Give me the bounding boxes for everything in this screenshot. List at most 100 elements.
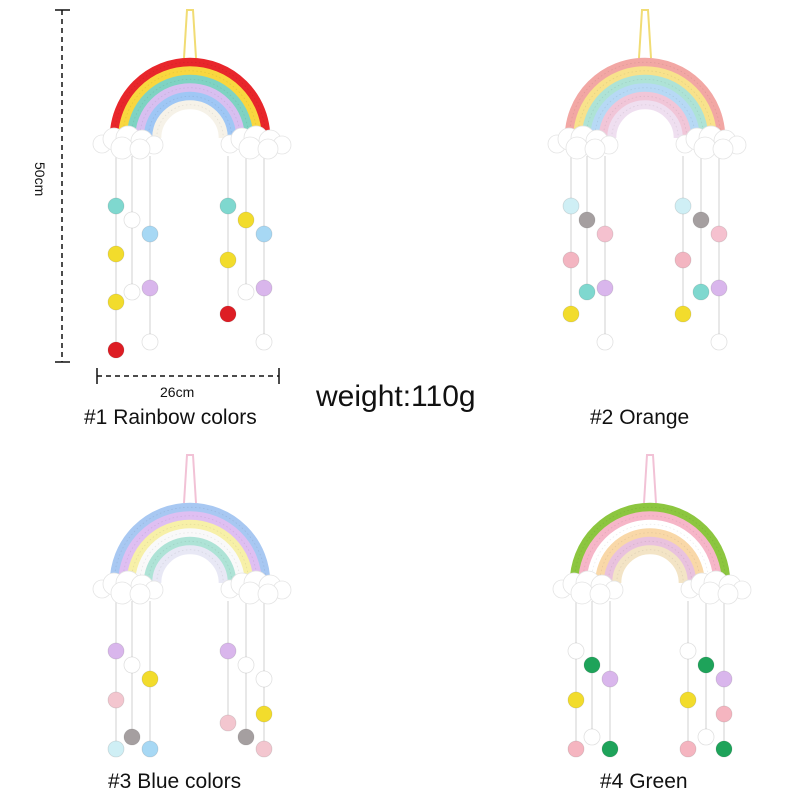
rainbow-band bbox=[603, 536, 697, 584]
pompom bbox=[567, 691, 585, 709]
product-blue-colors bbox=[92, 454, 292, 765]
pompom bbox=[219, 305, 237, 323]
height-dimension-label: 50cm bbox=[32, 162, 48, 197]
rainbow-band bbox=[152, 545, 228, 584]
rainbow-band bbox=[135, 83, 245, 139]
pompom bbox=[710, 333, 728, 351]
pompom bbox=[107, 197, 125, 215]
pompom bbox=[219, 251, 237, 269]
cloud bbox=[680, 570, 752, 605]
rainbow-band-texture bbox=[602, 95, 688, 139]
pompom bbox=[123, 656, 141, 674]
rainbow-band bbox=[607, 100, 683, 139]
rainbow-band bbox=[612, 545, 688, 584]
cloud-puff bbox=[584, 138, 606, 160]
cloud-puff bbox=[257, 583, 279, 605]
pompom bbox=[255, 279, 273, 297]
pompom bbox=[715, 740, 733, 758]
weight-label: weight:110g bbox=[316, 380, 476, 413]
pompom bbox=[255, 333, 273, 351]
pompom bbox=[562, 197, 580, 215]
pompom bbox=[141, 333, 159, 351]
pompom bbox=[583, 656, 601, 674]
cloud-puff bbox=[712, 138, 734, 160]
pompom bbox=[692, 211, 710, 229]
rainbow-band-texture bbox=[130, 523, 250, 584]
rainbow-band bbox=[578, 511, 722, 584]
cloud-puff bbox=[129, 583, 151, 605]
rainbow-band-texture bbox=[590, 523, 710, 584]
rainbow-band-texture bbox=[156, 549, 224, 584]
cloud bbox=[675, 125, 747, 160]
pompom bbox=[237, 211, 255, 229]
cloud bbox=[220, 125, 292, 160]
pompom bbox=[596, 225, 614, 243]
rainbow-mobile-image bbox=[92, 454, 292, 758]
rainbow-band-texture bbox=[585, 78, 705, 139]
caption-green: #4 Green bbox=[600, 770, 688, 793]
rainbow-band bbox=[595, 528, 705, 584]
rainbow-band-texture bbox=[147, 95, 233, 139]
rainbow-band bbox=[598, 91, 692, 139]
pompom bbox=[107, 691, 125, 709]
rainbow-band bbox=[126, 74, 254, 139]
cloud bbox=[552, 570, 624, 605]
rainbow-band-texture bbox=[577, 70, 713, 139]
pompom bbox=[237, 656, 255, 674]
pompom bbox=[107, 293, 125, 311]
rainbow-band-texture bbox=[616, 549, 684, 584]
pompom bbox=[219, 197, 237, 215]
product-orange bbox=[547, 9, 747, 370]
rainbow-band bbox=[143, 536, 237, 584]
pompom bbox=[578, 211, 596, 229]
cloud bbox=[547, 125, 619, 160]
pompom bbox=[123, 211, 141, 229]
hanger-loop bbox=[183, 454, 197, 504]
rainbow-band bbox=[564, 57, 726, 139]
caption-rainbow-colors: #1 Rainbow colors bbox=[84, 406, 257, 429]
cloud-puff bbox=[257, 138, 279, 160]
pompom bbox=[123, 728, 141, 746]
pompom bbox=[219, 642, 237, 660]
rainbow-band-texture bbox=[147, 540, 233, 584]
rainbow-band bbox=[590, 83, 700, 139]
cloud-puff bbox=[717, 583, 739, 605]
pompom bbox=[107, 740, 125, 758]
rainbow-band bbox=[573, 66, 717, 139]
pompom bbox=[697, 656, 715, 674]
rainbow-band bbox=[118, 66, 262, 139]
pompom bbox=[583, 728, 601, 746]
rainbow-band bbox=[581, 74, 709, 139]
caption-orange: #2 Orange bbox=[590, 406, 690, 429]
pompom bbox=[141, 740, 159, 758]
rainbow-band bbox=[143, 91, 237, 139]
hanger-loop bbox=[638, 9, 652, 59]
cloud-puff bbox=[589, 583, 611, 605]
rainbow-mobile-image bbox=[547, 9, 747, 351]
rainbow-band bbox=[135, 528, 245, 584]
pompom bbox=[567, 642, 585, 660]
rainbow-band bbox=[569, 502, 731, 584]
pompom bbox=[601, 740, 619, 758]
cloud bbox=[220, 570, 292, 605]
width-dimension-label: 26cm bbox=[160, 384, 195, 400]
pompom bbox=[562, 305, 580, 323]
pompom bbox=[674, 305, 692, 323]
pompom bbox=[219, 714, 237, 732]
caption-blue-colors: #3 Blue colors bbox=[108, 770, 242, 793]
pompom bbox=[237, 283, 255, 301]
product-rainbow-colors bbox=[92, 9, 292, 370]
pompom bbox=[679, 740, 697, 758]
hanger-loop bbox=[183, 9, 197, 59]
pompom bbox=[596, 279, 614, 297]
pompom bbox=[674, 251, 692, 269]
pompom bbox=[697, 728, 715, 746]
cloud bbox=[92, 125, 164, 160]
pompom bbox=[141, 225, 159, 243]
cloud bbox=[92, 570, 164, 605]
pompom bbox=[255, 740, 273, 758]
pompom bbox=[679, 642, 697, 660]
pompom bbox=[601, 670, 619, 688]
rainbow-band bbox=[118, 511, 262, 584]
rainbow-band bbox=[152, 100, 228, 139]
